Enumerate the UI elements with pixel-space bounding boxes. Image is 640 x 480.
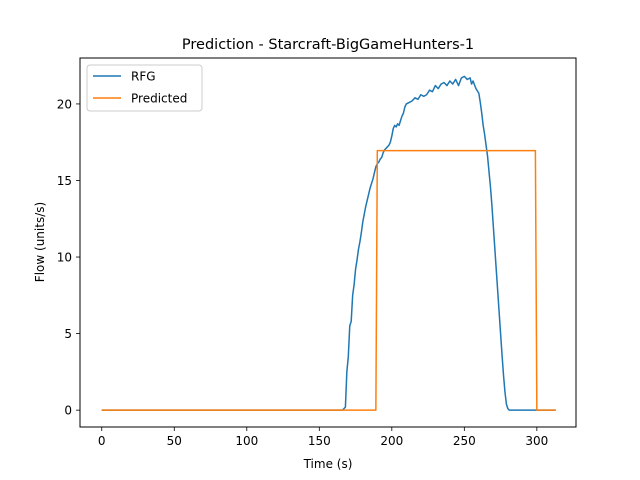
x-tick-label: 50 bbox=[167, 434, 182, 448]
y-tick-label: 5 bbox=[64, 327, 72, 341]
y-axis-ticks: 0 5 10 15 20 bbox=[57, 97, 80, 418]
series-lines bbox=[101, 75, 556, 411]
x-tick-label: 250 bbox=[453, 434, 476, 448]
y-axis-label: Flow (units/s) bbox=[33, 202, 47, 282]
x-tick-label: 200 bbox=[380, 434, 403, 448]
legend-label-predicted: Predicted bbox=[131, 92, 187, 106]
y-tick-label: 0 bbox=[64, 404, 72, 418]
legend-label-rfg: RFG bbox=[131, 70, 156, 84]
x-axis-ticks: 0 50 100 150 200 250 300 bbox=[98, 427, 548, 448]
chart-title: Prediction - Starcraft-BigGameHunters-1 bbox=[182, 37, 474, 53]
x-axis-label: Time (s) bbox=[303, 457, 353, 471]
x-tick-label: 100 bbox=[235, 434, 258, 448]
series-line-rfg bbox=[101, 75, 556, 411]
y-tick-label: 15 bbox=[57, 174, 72, 188]
plot-frame bbox=[79, 57, 577, 428]
series-line-predicted bbox=[101, 149, 556, 411]
legend: RFG Predicted bbox=[86, 64, 203, 112]
x-tick-label: 0 bbox=[98, 434, 106, 448]
x-tick-label: 150 bbox=[308, 434, 331, 448]
y-tick-label: 20 bbox=[57, 97, 72, 111]
y-tick-label: 10 bbox=[57, 251, 72, 265]
x-tick-label: 300 bbox=[525, 434, 548, 448]
plot-area: 0 50 100 150 200 250 300 0 5 10 15 20 bbox=[57, 57, 577, 448]
